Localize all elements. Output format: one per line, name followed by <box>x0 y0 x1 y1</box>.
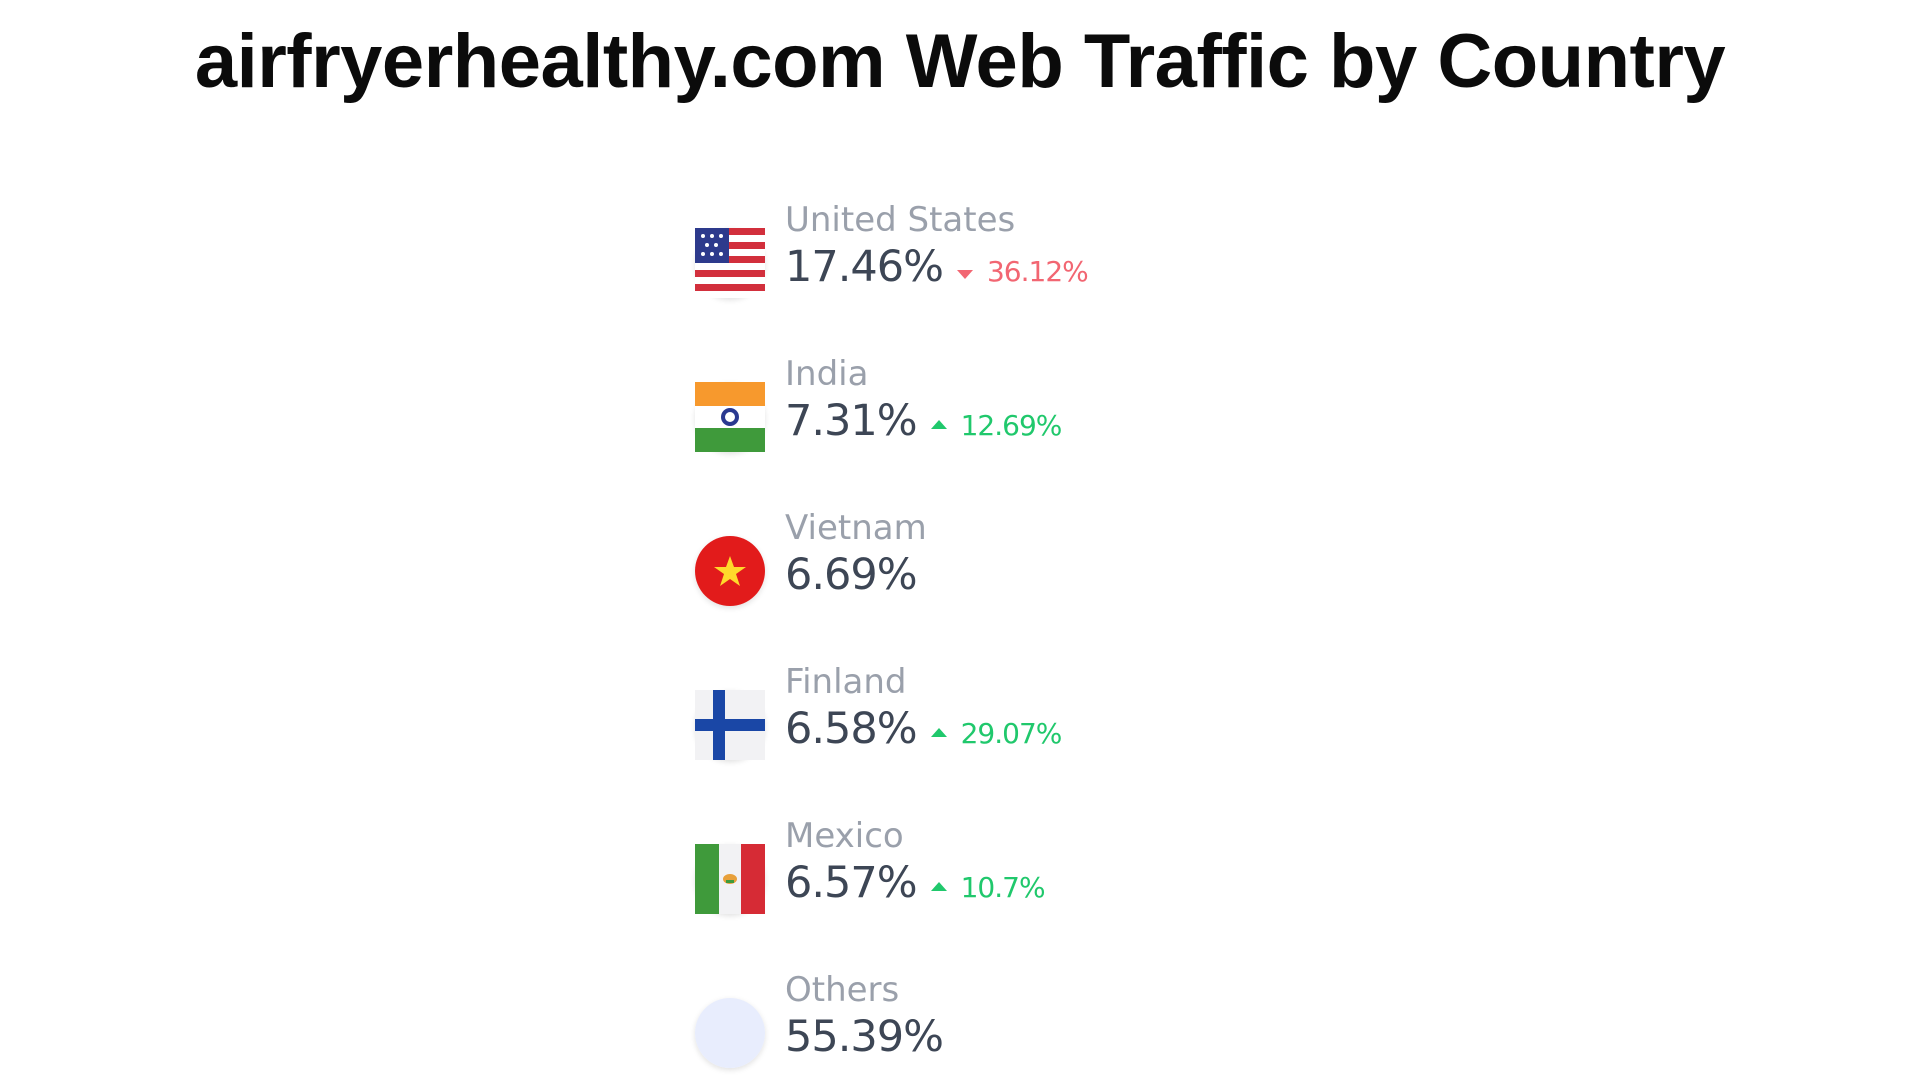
traffic-share: 17.46% <box>785 242 944 292</box>
trend-arrow <box>930 728 947 737</box>
traffic-share: 7.31% <box>785 396 918 446</box>
share-line: 6.57% 10.7% <box>785 858 1046 908</box>
flag-icon <box>695 998 765 1068</box>
country-row: India 7.31% 12.69% <box>695 354 1395 474</box>
change-value: 10.7% <box>960 871 1046 904</box>
traffic-share: 6.58% <box>785 704 918 754</box>
country-name: India <box>785 354 869 394</box>
country-row: Vietnam 6.69% <box>695 508 1395 628</box>
page-title: airfryerhealthy.com Web Traffic by Count… <box>194 19 1726 104</box>
country-name: Vietnam <box>785 508 927 548</box>
country-row: United States 17.46% 36.12% <box>695 200 1395 320</box>
traffic-share: 6.57% <box>785 858 918 908</box>
share-line: 6.58% 29.07% <box>785 704 1063 754</box>
country-name: Mexico <box>785 816 904 856</box>
share-line: 55.39% <box>785 1012 944 1062</box>
flag-others <box>695 998 765 1068</box>
trend-arrow <box>956 270 973 279</box>
change-indicator: 29.07% <box>930 717 1063 750</box>
flag-icon <box>695 536 765 606</box>
flag-vietnam <box>695 536 765 606</box>
flag-finland <box>695 690 765 760</box>
change-value: 29.07% <box>960 717 1063 750</box>
change-indicator: 36.12% <box>956 255 1089 288</box>
country-row: Mexico 6.57% 10.7% <box>695 816 1395 936</box>
change-indicator: 10.7% <box>930 871 1046 904</box>
country-name: Others <box>785 970 900 1010</box>
flag-icon <box>695 844 765 914</box>
country-name: United States <box>785 200 1016 240</box>
trend-arrow <box>930 420 947 429</box>
share-line: 7.31% 12.69% <box>785 396 1063 446</box>
change-value: 36.12% <box>986 255 1089 288</box>
traffic-share: 55.39% <box>785 1012 944 1062</box>
change-indicator: 12.69% <box>930 409 1063 442</box>
country-row: Finland 6.58% 29.07% <box>695 662 1395 782</box>
flag-india <box>695 382 765 452</box>
flag-icon <box>695 228 765 298</box>
trend-arrow <box>930 882 947 891</box>
country-row: Others 55.39% <box>695 970 1395 1090</box>
flag-icon <box>695 690 765 760</box>
change-value: 12.69% <box>960 409 1063 442</box>
share-line: 6.69% <box>785 550 918 600</box>
traffic-share: 6.69% <box>785 550 918 600</box>
share-line: 17.46% 36.12% <box>785 242 1089 292</box>
flag-mexico <box>695 844 765 914</box>
flag-icon <box>695 382 765 452</box>
flag-us <box>695 228 765 298</box>
country-name: Finland <box>785 662 907 702</box>
